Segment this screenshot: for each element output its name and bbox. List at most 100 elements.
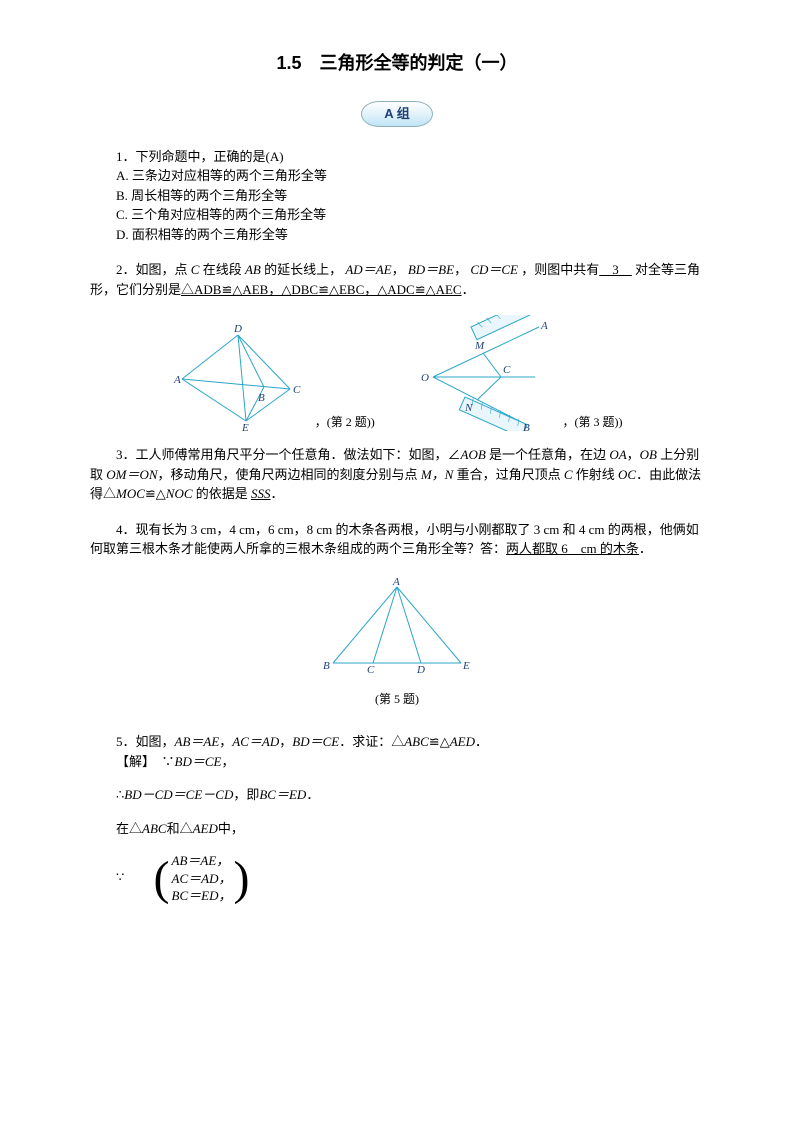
brace-content: ( AB＝AE， AC＝AD， BC＝ED， ) <box>128 852 250 905</box>
q5-sol-2: ∴BD－CD＝CE－CD，即BC＝ED． <box>90 785 704 805</box>
group-badge-wrap: A 组 <box>90 101 704 127</box>
q5-tri1: ABC <box>404 734 429 749</box>
q3-diagram: O A B M N C <box>415 315 555 431</box>
q5-s3a: 在△ <box>116 821 142 836</box>
q5-s2c: ，即 <box>233 787 259 802</box>
svg-text:C: C <box>293 384 301 396</box>
q3-cong: ≌△ <box>145 486 166 501</box>
q5-eq2: AC＝AD <box>232 734 279 749</box>
q3-s8: 的依据是 <box>196 486 248 501</box>
page-title: 1.5 三角形全等的判定（一） <box>90 50 704 77</box>
q2-ans-count: 3 <box>599 262 632 277</box>
q3-s5: 重合，过角尺顶点 <box>457 467 561 482</box>
q5-brace: ∵ ( AB＝AE， AC＝AD， BC＝ED， ) <box>90 852 704 905</box>
q2-period: ． <box>462 282 475 297</box>
svg-text:M: M <box>474 340 485 352</box>
q2-eq1: AD＝AE <box>345 262 391 277</box>
svg-text:B: B <box>258 392 265 404</box>
q3-fig-label: ，(第 3 题)) <box>563 413 623 431</box>
q5-figure-wrap: A B C D E <box>90 575 704 681</box>
svg-text:D: D <box>233 323 242 335</box>
q5-s1: 5．如图， <box>116 734 175 749</box>
question-5: 5．如图，AB＝AE，AC＝AD，BD＝CE．求证：△ABC≌△AED． 【解】… <box>90 732 704 905</box>
q2-ab: AB <box>245 262 261 277</box>
q5-s2d: BC＝ED <box>259 787 306 802</box>
svg-text:A: A <box>173 374 181 386</box>
q2-text: 2．如图，点 C 在线段 AB 的延长线上， AD＝AE， BD＝BE， CD＝… <box>90 260 704 299</box>
q3-ob: OB <box>640 447 657 462</box>
q3-oa: OA <box>609 447 626 462</box>
q2-pre: 2．如图，点 <box>116 262 188 277</box>
q5-s3c: 和△ <box>167 821 193 836</box>
q2-ans-tri: △ADB≌△AEB，△DBC≌△EBC，△ADC≌△AEC <box>181 282 462 297</box>
q5-sol-label: 【解】 <box>116 754 149 769</box>
q5-period: ． <box>475 734 488 749</box>
svg-text:B: B <box>523 422 530 431</box>
q3-ans: SSS <box>251 486 271 501</box>
q5-fig-label: (第 5 题) <box>90 690 704 708</box>
q1-stem: 1．下列命题中，正确的是(A) <box>90 147 704 167</box>
q4-period: ． <box>639 541 652 556</box>
q3-c: C <box>564 467 573 482</box>
q5-tri2: AED <box>450 734 475 749</box>
q3-aob: AOB <box>461 447 486 462</box>
question-3: 3．工人师傅常用角尺平分一个任意角．做法如下：如图，∠AOB 是一个任意角，在边… <box>90 445 704 504</box>
svg-text:A: A <box>540 320 548 332</box>
q3-oc: OC <box>618 467 636 482</box>
svg-text:B: B <box>323 660 330 672</box>
q2-fig-label: ，(第 2 题)) <box>315 413 375 431</box>
q5-eq1: AB＝AE <box>175 734 220 749</box>
q3-omon: OM＝ON <box>106 467 157 482</box>
q3-s4: ，移动角尺，使角尺两边相同的刻度分别与点 <box>158 467 418 482</box>
q5-brace-prefix: ∵ <box>116 869 124 884</box>
question-4: 4．现有长为 3 cm，4 cm，6 cm，8 cm 的木条各两根，小明与小刚都… <box>90 520 704 559</box>
group-badge: A 组 <box>361 101 433 127</box>
brace-right-icon: ) <box>208 852 250 905</box>
q3-s1: 3．工人师傅常用角尺平分一个任意角．做法如下：如图，∠ <box>116 447 461 462</box>
q5-s2: ．求证：△ <box>339 734 404 749</box>
q1-option-a: A. 三条边对应相等的两个三角形全等 <box>90 166 704 186</box>
q5-eq3: BD＝CE <box>292 734 339 749</box>
q5-cong: ≌△ <box>429 734 450 749</box>
q3-mn: M，N <box>421 467 454 482</box>
q5-s3d: AED <box>193 821 218 836</box>
question-1: 1．下列命题中，正确的是(A) A. 三条边对应相等的两个三角形全等 B. 周长… <box>90 147 704 245</box>
q3-period: ． <box>271 486 284 501</box>
q4-text: 4．现有长为 3 cm，4 cm，6 cm，8 cm 的木条各两根，小明与小刚都… <box>90 520 704 559</box>
svg-text:C: C <box>503 364 511 376</box>
q5-s2b: BD－CD＝CE－CD <box>124 787 233 802</box>
q1-option-b: B. 周长相等的两个三角形全等 <box>90 186 704 206</box>
svg-text:E: E <box>241 422 249 431</box>
q5-s2e: ． <box>306 787 319 802</box>
q4-ans: 两人都取 6 cm 的木条 <box>506 541 639 556</box>
document-page: 1.5 三角形全等的判定（一） A 组 1．下列命题中，正确的是(A) A. 三… <box>0 0 794 961</box>
q5-stem: 5．如图，AB＝AE，AC＝AD，BD＝CE．求证：△ABC≌△AED． <box>90 732 704 752</box>
q2-pre3: 的延长线上， <box>264 262 342 277</box>
q1-option-d: D. 面积相等的两个三角形全等 <box>90 225 704 245</box>
q5-s1a: ∵ <box>162 754 175 769</box>
q5-diagram: A B C D E <box>317 575 477 675</box>
figures-row-2-3: A B C D E ，(第 2 题)) <box>90 315 704 431</box>
q2-c: C <box>191 262 200 277</box>
q5-sol-1: 【解】 ∵BD＝CE， <box>90 752 704 772</box>
q3-text: 3．工人师傅常用角尺平分一个任意角．做法如下：如图，∠AOB 是一个任意角，在边… <box>90 445 704 504</box>
q3-tri2: NOC <box>166 486 193 501</box>
svg-text:C: C <box>367 664 375 675</box>
brace-left-icon: ( <box>128 852 170 905</box>
q2-pre2: 在线段 <box>203 262 242 277</box>
q2-diagram: A B C D E <box>168 321 308 431</box>
svg-text:N: N <box>464 402 473 414</box>
q5-s1c: ， <box>222 754 235 769</box>
q1-option-c: C. 三个角对应相等的两个三角形全等 <box>90 205 704 225</box>
question-2: 2．如图，点 C 在线段 AB 的延长线上， AD＝AE， BD＝BE， CD＝… <box>90 260 704 299</box>
svg-text:O: O <box>421 372 429 384</box>
q3-s6: 作射线 <box>576 467 615 482</box>
q5-s3b: ABC <box>142 821 167 836</box>
q2-eq2: BD＝BE <box>408 262 454 277</box>
q5-sol-3: 在△ABC和△AED中， <box>90 819 704 839</box>
svg-text:E: E <box>462 660 470 672</box>
svg-text:D: D <box>416 664 425 675</box>
q5-s3e: 中， <box>218 821 244 836</box>
q3-tri1: MOC <box>116 486 145 501</box>
svg-text:A: A <box>392 576 400 588</box>
